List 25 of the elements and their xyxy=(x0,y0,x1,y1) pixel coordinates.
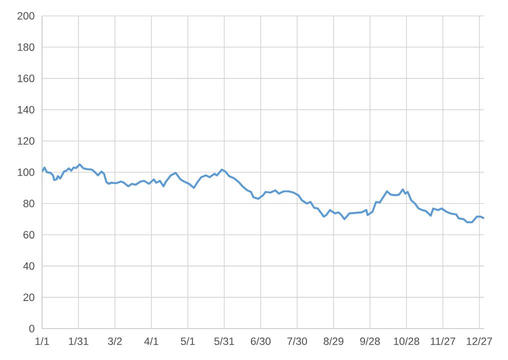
x-tick-label: 1/31 xyxy=(69,337,88,345)
x-tick-label: 9/28 xyxy=(360,337,380,345)
y-tick-label: 20 xyxy=(24,293,34,301)
line-series xyxy=(42,163,484,224)
x-tick-label: 1/1 xyxy=(36,337,49,345)
y-tick-label: 160 xyxy=(18,74,34,82)
x-tick-label: 8/29 xyxy=(324,337,344,345)
y-tick-label: 80 xyxy=(23,200,34,208)
y-tick-label: 100 xyxy=(18,168,34,176)
y-tick-label: 180 xyxy=(18,43,34,51)
x-tick-label: 4/1 xyxy=(144,337,158,345)
x-tick-label: 10/28 xyxy=(394,337,420,345)
x-tick-label: 12/27 xyxy=(466,337,492,345)
x-tick-label: 7/30 xyxy=(287,337,308,345)
y-tick-label: 60 xyxy=(24,230,34,238)
x-tick-label: 5/1 xyxy=(180,337,195,345)
y-tick-label: 40 xyxy=(23,262,34,270)
x-tick-label: 11/27 xyxy=(430,337,456,345)
y-tick-label: 0 xyxy=(29,324,34,332)
y-tick-label: 120 xyxy=(18,137,34,145)
y-tick-label: 140 xyxy=(18,106,34,114)
y-tick-label: 200 xyxy=(18,12,34,20)
x-tick-label: 6/30 xyxy=(250,337,271,345)
x-tick-label: 5/31 xyxy=(214,337,234,345)
x-tick-label: 3/2 xyxy=(108,337,122,345)
